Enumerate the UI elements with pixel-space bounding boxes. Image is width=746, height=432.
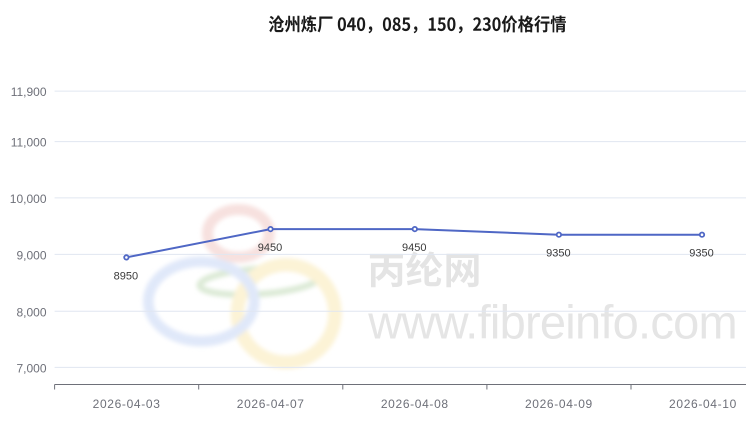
- svg-text:2026-04-09: 2026-04-09: [525, 397, 593, 411]
- svg-text:8950: 8950: [114, 270, 138, 282]
- svg-text:11,900: 11,900: [11, 85, 47, 99]
- svg-text:2026-04-03: 2026-04-03: [93, 397, 161, 411]
- svg-text:www.fibreinfo.com: www.fibreinfo.com: [367, 295, 737, 348]
- svg-text:11,000: 11,000: [11, 136, 47, 150]
- svg-text:2026-04-08: 2026-04-08: [381, 397, 449, 411]
- svg-text:9,000: 9,000: [16, 249, 46, 263]
- svg-text:2026-04-10: 2026-04-10: [669, 397, 737, 411]
- svg-text:10,000: 10,000: [10, 192, 47, 206]
- svg-text:9350: 9350: [546, 248, 570, 260]
- svg-text:8,000: 8,000: [16, 305, 46, 319]
- svg-text:9350: 9350: [689, 248, 713, 260]
- svg-text:7,000: 7,000: [16, 362, 46, 376]
- svg-text:9450: 9450: [402, 242, 426, 254]
- svg-text:2026-04-07: 2026-04-07: [237, 397, 305, 411]
- svg-text:9450: 9450: [258, 242, 282, 254]
